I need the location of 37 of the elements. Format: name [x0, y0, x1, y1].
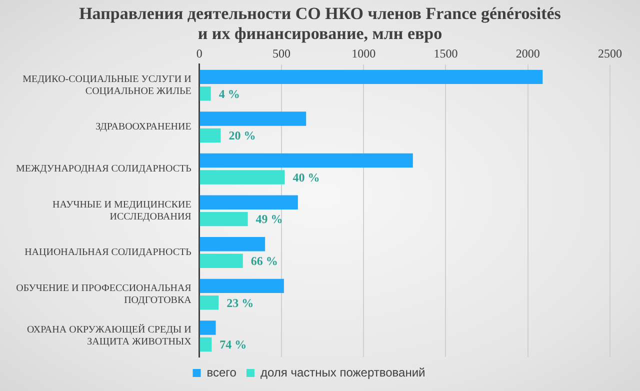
- chart-title: Направления деятельности СО НКО членов France générosités и их финансирование, млн евро: [78, 3, 562, 44]
- x-tick-label: 2000: [516, 46, 540, 60]
- bar: [200, 128, 221, 143]
- annotation: 66 %: [250, 254, 278, 268]
- y-tick-label: НАУЧНЫЕ И МЕДИЦИНСКИЕ ИССЛЕДОВАНИЯ: [52, 199, 192, 222]
- bar: [200, 278, 284, 294]
- bar: [200, 153, 413, 168]
- bar: [200, 195, 298, 210]
- x-tick-label: 500: [272, 46, 290, 60]
- bar: [200, 254, 243, 268]
- y-tick-label: ЗДРАВООХРАНЕНИЕ: [96, 122, 192, 133]
- y-tick-label: ОБУЧЕНИЕ И ПРОФЕССИОНАЛЬНАЯ ПОДГОТОВКА: [16, 282, 192, 306]
- y-tick-label: ОХРАНА ОКРУЖАЮЩЕЙ СРЕДЫ И ЗАЩИТА ЖИВОТНЫХ: [26, 324, 192, 348]
- bar: [200, 70, 543, 84]
- y-tick-label: МЕЖДУНАРОДНАЯ СОЛИДАРНОСТЬ: [16, 164, 192, 175]
- annotation: 23 %: [226, 296, 254, 310]
- annotation: 20 %: [228, 128, 256, 143]
- x-tick-label: 1500: [434, 46, 458, 60]
- annotation: 74 %: [220, 338, 247, 352]
- bar: [200, 112, 306, 126]
- annotation: 4 %: [218, 86, 240, 101]
- x-tick-label: 2500: [598, 46, 622, 60]
- bar: [200, 337, 212, 352]
- bar: [200, 320, 216, 335]
- bar: [200, 237, 266, 252]
- y-tick-label: МЕДИКО-СОЦИАЛЬНЫЕ УСЛУГИ И СОЦИАЛЬНОЕ ЖИЛЬЕ: [22, 74, 192, 97]
- x-tick-label: 1000: [352, 46, 376, 60]
- y-tick-label: НАЦИОНАЛЬНАЯ СОЛИДАРНОСТЬ: [24, 247, 192, 258]
- legend-label: всего: [206, 365, 237, 380]
- x-tick-label: 0: [196, 46, 202, 60]
- bar: [200, 170, 285, 184]
- bar: [200, 212, 248, 226]
- annotation: 40 %: [292, 170, 320, 184]
- bar: [200, 86, 211, 101]
- bar: [200, 296, 219, 310]
- annotation: 49 %: [256, 212, 283, 226]
- legend-label: доля частных пожертвований: [260, 365, 426, 380]
